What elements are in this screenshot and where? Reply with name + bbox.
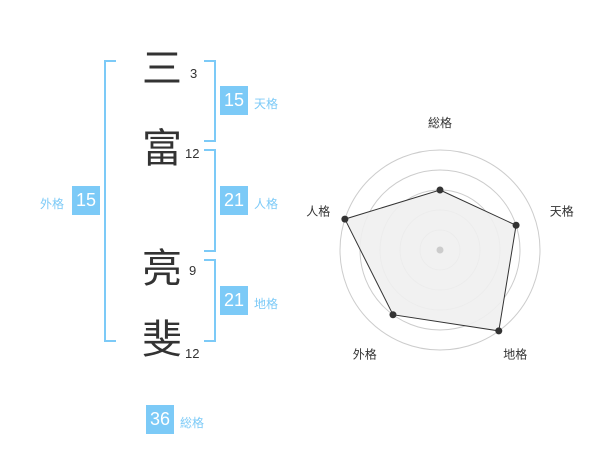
radar-point bbox=[341, 215, 349, 223]
chikaku-label: 地格 bbox=[254, 297, 279, 311]
jinkaku-label: 人格 bbox=[254, 197, 279, 211]
name-char-3: 亮 bbox=[142, 246, 182, 292]
name-char-2: 富 bbox=[142, 126, 182, 172]
radar-axis-label: 地格 bbox=[503, 347, 527, 362]
radar-center bbox=[436, 246, 444, 254]
radar-point bbox=[389, 311, 397, 319]
tenkaku-label: 天格 bbox=[254, 97, 279, 111]
soukaku-value: 36 bbox=[146, 405, 174, 434]
gaikaku-label: 外格 bbox=[40, 197, 65, 211]
chikaku-bracket bbox=[204, 259, 216, 342]
jinkaku-bracket bbox=[204, 149, 216, 252]
chikaku-value: 21 bbox=[220, 286, 248, 315]
radar-area bbox=[344, 189, 517, 332]
soukaku-label: 総格 bbox=[180, 416, 205, 430]
radar-point bbox=[436, 186, 444, 194]
stroke-count-3: 9 bbox=[189, 263, 197, 278]
radar-axis-label: 総格 bbox=[428, 115, 452, 130]
gaikaku-value: 15 bbox=[72, 186, 100, 215]
tenkaku-value: 15 bbox=[220, 86, 248, 115]
gaikaku-bracket bbox=[104, 60, 116, 342]
radar-axis-label: 天格 bbox=[550, 203, 574, 218]
radar-point bbox=[512, 221, 520, 229]
radar-axis-label: 外格 bbox=[353, 347, 377, 362]
stroke-count-2: 12 bbox=[185, 146, 200, 161]
stroke-count-1: 3 bbox=[190, 66, 198, 81]
radar-grid-ring bbox=[339, 149, 541, 351]
tenkaku-bracket bbox=[204, 60, 216, 142]
radar-point bbox=[495, 327, 503, 335]
jinkaku-value: 21 bbox=[220, 186, 248, 215]
radar-axis-label: 人格 bbox=[306, 203, 330, 218]
stroke-count-4: 12 bbox=[185, 346, 200, 361]
name-char-4: 斐 bbox=[142, 317, 182, 363]
name-char-1: 三 bbox=[142, 46, 182, 92]
